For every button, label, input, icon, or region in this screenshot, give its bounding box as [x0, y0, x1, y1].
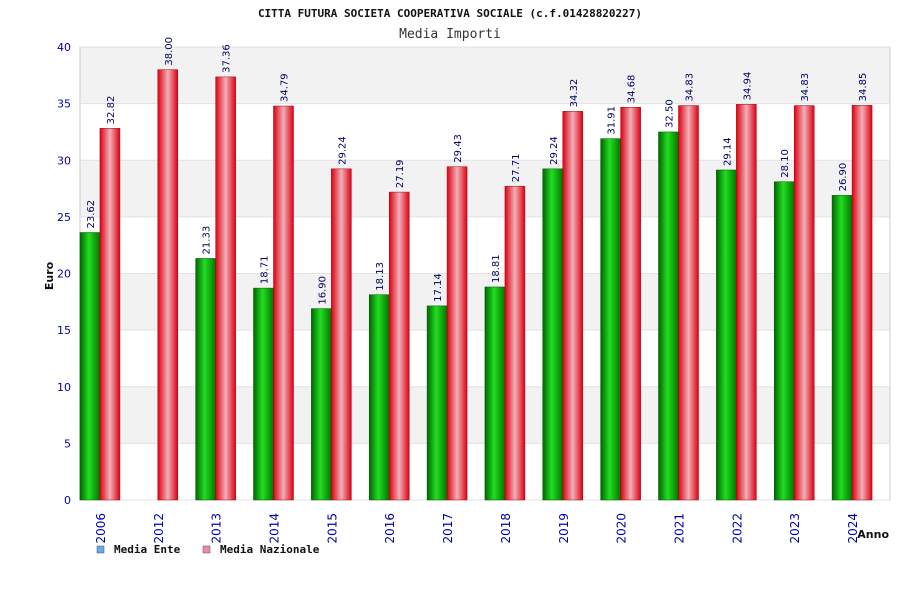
y-tick-label: 5: [64, 437, 71, 450]
y-tick-label: 15: [57, 324, 71, 337]
data-label: 21.33: [202, 226, 213, 255]
legend: Media Ente Media Nazionale: [96, 543, 320, 556]
x-tick-label: 2019: [557, 513, 571, 544]
x-tick-label: 2018: [499, 513, 513, 544]
data-label: 17.14: [433, 273, 444, 302]
data-label: 32.50: [665, 99, 676, 128]
y-tick-label: 10: [57, 381, 71, 394]
data-label: 18.81: [491, 254, 502, 283]
bar-media-nazionale-2020: [620, 106, 641, 501]
x-tick-label: 2022: [730, 513, 744, 544]
data-label: 16.90: [317, 276, 328, 305]
data-label: 34.79: [280, 73, 291, 102]
bar-media-nazionale-2013: [215, 76, 236, 501]
bar-media-nazionale-2012: [157, 69, 179, 501]
legend-label-media-ente: Media Ente: [114, 543, 181, 556]
data-label: 29.43: [453, 134, 464, 163]
bar-media-ente-2021: [658, 131, 679, 501]
y-tick-label: 20: [57, 268, 71, 281]
x-axis: 2006 2012 2013 2014 2015 2016 2017 2018 2019 2020…: [94, 513, 860, 544]
bar-media-ente-2020: [600, 138, 621, 501]
y-tick-label: 25: [57, 211, 71, 224]
y-tick-label: 30: [57, 154, 71, 167]
data-label: 34.32: [569, 79, 580, 108]
bar-media-nazionale-2006: [99, 128, 121, 501]
bar-media-nazionale-2019: [562, 111, 584, 501]
bar-media-ente-2019: [542, 168, 564, 501]
bar-media-ente-2014: [253, 287, 274, 501]
x-axis-label: Anno: [857, 528, 889, 541]
data-label: 38.00: [164, 37, 175, 66]
bars: 23.62 32.82 38.00 21.33 37.36 18.71 34.79 16.90…: [79, 37, 873, 501]
data-label: 18.71: [260, 255, 271, 284]
x-tick-label: 2020: [615, 513, 629, 544]
data-label: 31.91: [607, 106, 618, 135]
legend-label-media-nazionale: Media Nazionale: [220, 543, 320, 556]
data-label: 27.71: [511, 154, 522, 183]
y-tick-label: 35: [57, 98, 71, 111]
y-tick-label: 40: [57, 41, 71, 54]
x-tick-label: 2006: [94, 513, 108, 544]
bar-media-ente-2018: [484, 286, 506, 501]
bar-media-ente-2013: [195, 258, 216, 501]
x-tick-label: 2012: [152, 513, 166, 544]
x-tick-label: 2013: [210, 513, 224, 544]
data-label: 34.83: [800, 73, 811, 102]
bar-media-nazionale-2018: [504, 185, 526, 501]
data-label: 27.19: [395, 159, 406, 188]
bar-media-nazionale-2024: [851, 105, 873, 501]
bar-media-ente-2016: [368, 294, 390, 501]
bar-media-ente-2023: [773, 181, 795, 501]
data-label: 29.24: [337, 136, 348, 165]
bar-media-ente-2015: [311, 308, 332, 501]
legend-swatch-media-nazionale: [202, 545, 211, 554]
bar-media-nazionale-2015: [331, 168, 352, 501]
chart-subtitle: Media Importi: [399, 27, 501, 42]
legend-swatch-media-ente: [96, 545, 105, 554]
x-tick-label: 2016: [383, 513, 397, 544]
data-label: 23.62: [86, 200, 97, 229]
data-label: 34.94: [742, 72, 753, 101]
data-label: 37.36: [222, 44, 233, 73]
data-label: 18.13: [375, 262, 386, 291]
bar-media-ente-2022: [716, 169, 737, 501]
x-tick-label: 2021: [673, 513, 687, 544]
data-label: 28.10: [780, 149, 791, 178]
chart-title: CITTA FUTURA SOCIETA COOPERATIVA SOCIALE…: [258, 7, 642, 20]
y-axis: 0 5 10 15 20 25 30 35 40: [57, 41, 71, 507]
data-label: 34.68: [627, 75, 638, 104]
data-label: 29.14: [722, 137, 733, 166]
y-tick-label: 0: [64, 494, 71, 507]
bar-media-ente-2017: [426, 305, 448, 501]
x-tick-label: 2015: [325, 513, 339, 544]
x-tick-label: 2024: [846, 513, 860, 544]
data-label: 29.24: [549, 136, 560, 165]
data-label: 32.82: [106, 96, 117, 125]
bar-media-nazionale-2023: [793, 105, 815, 501]
bar-media-nazionale-2017: [446, 166, 468, 501]
data-label: 26.90: [838, 163, 849, 192]
grid-band: [80, 47, 890, 104]
bar-media-ente-2024: [831, 195, 853, 501]
x-tick-label: 2017: [441, 513, 455, 544]
y-axis-label: Euro: [43, 261, 56, 290]
x-tick-label: 2014: [268, 513, 282, 544]
bar-media-nazionale-2014: [273, 105, 294, 501]
bar-media-nazionale-2016: [388, 191, 410, 501]
data-label: 34.83: [685, 73, 696, 102]
x-tick-label: 2023: [788, 513, 802, 544]
data-label: 34.85: [858, 73, 869, 102]
bar-media-ente-2006: [79, 232, 101, 501]
bar-media-nazionale-2022: [736, 104, 757, 501]
grid-band: [80, 160, 890, 217]
bar-media-nazionale-2021: [678, 105, 699, 501]
